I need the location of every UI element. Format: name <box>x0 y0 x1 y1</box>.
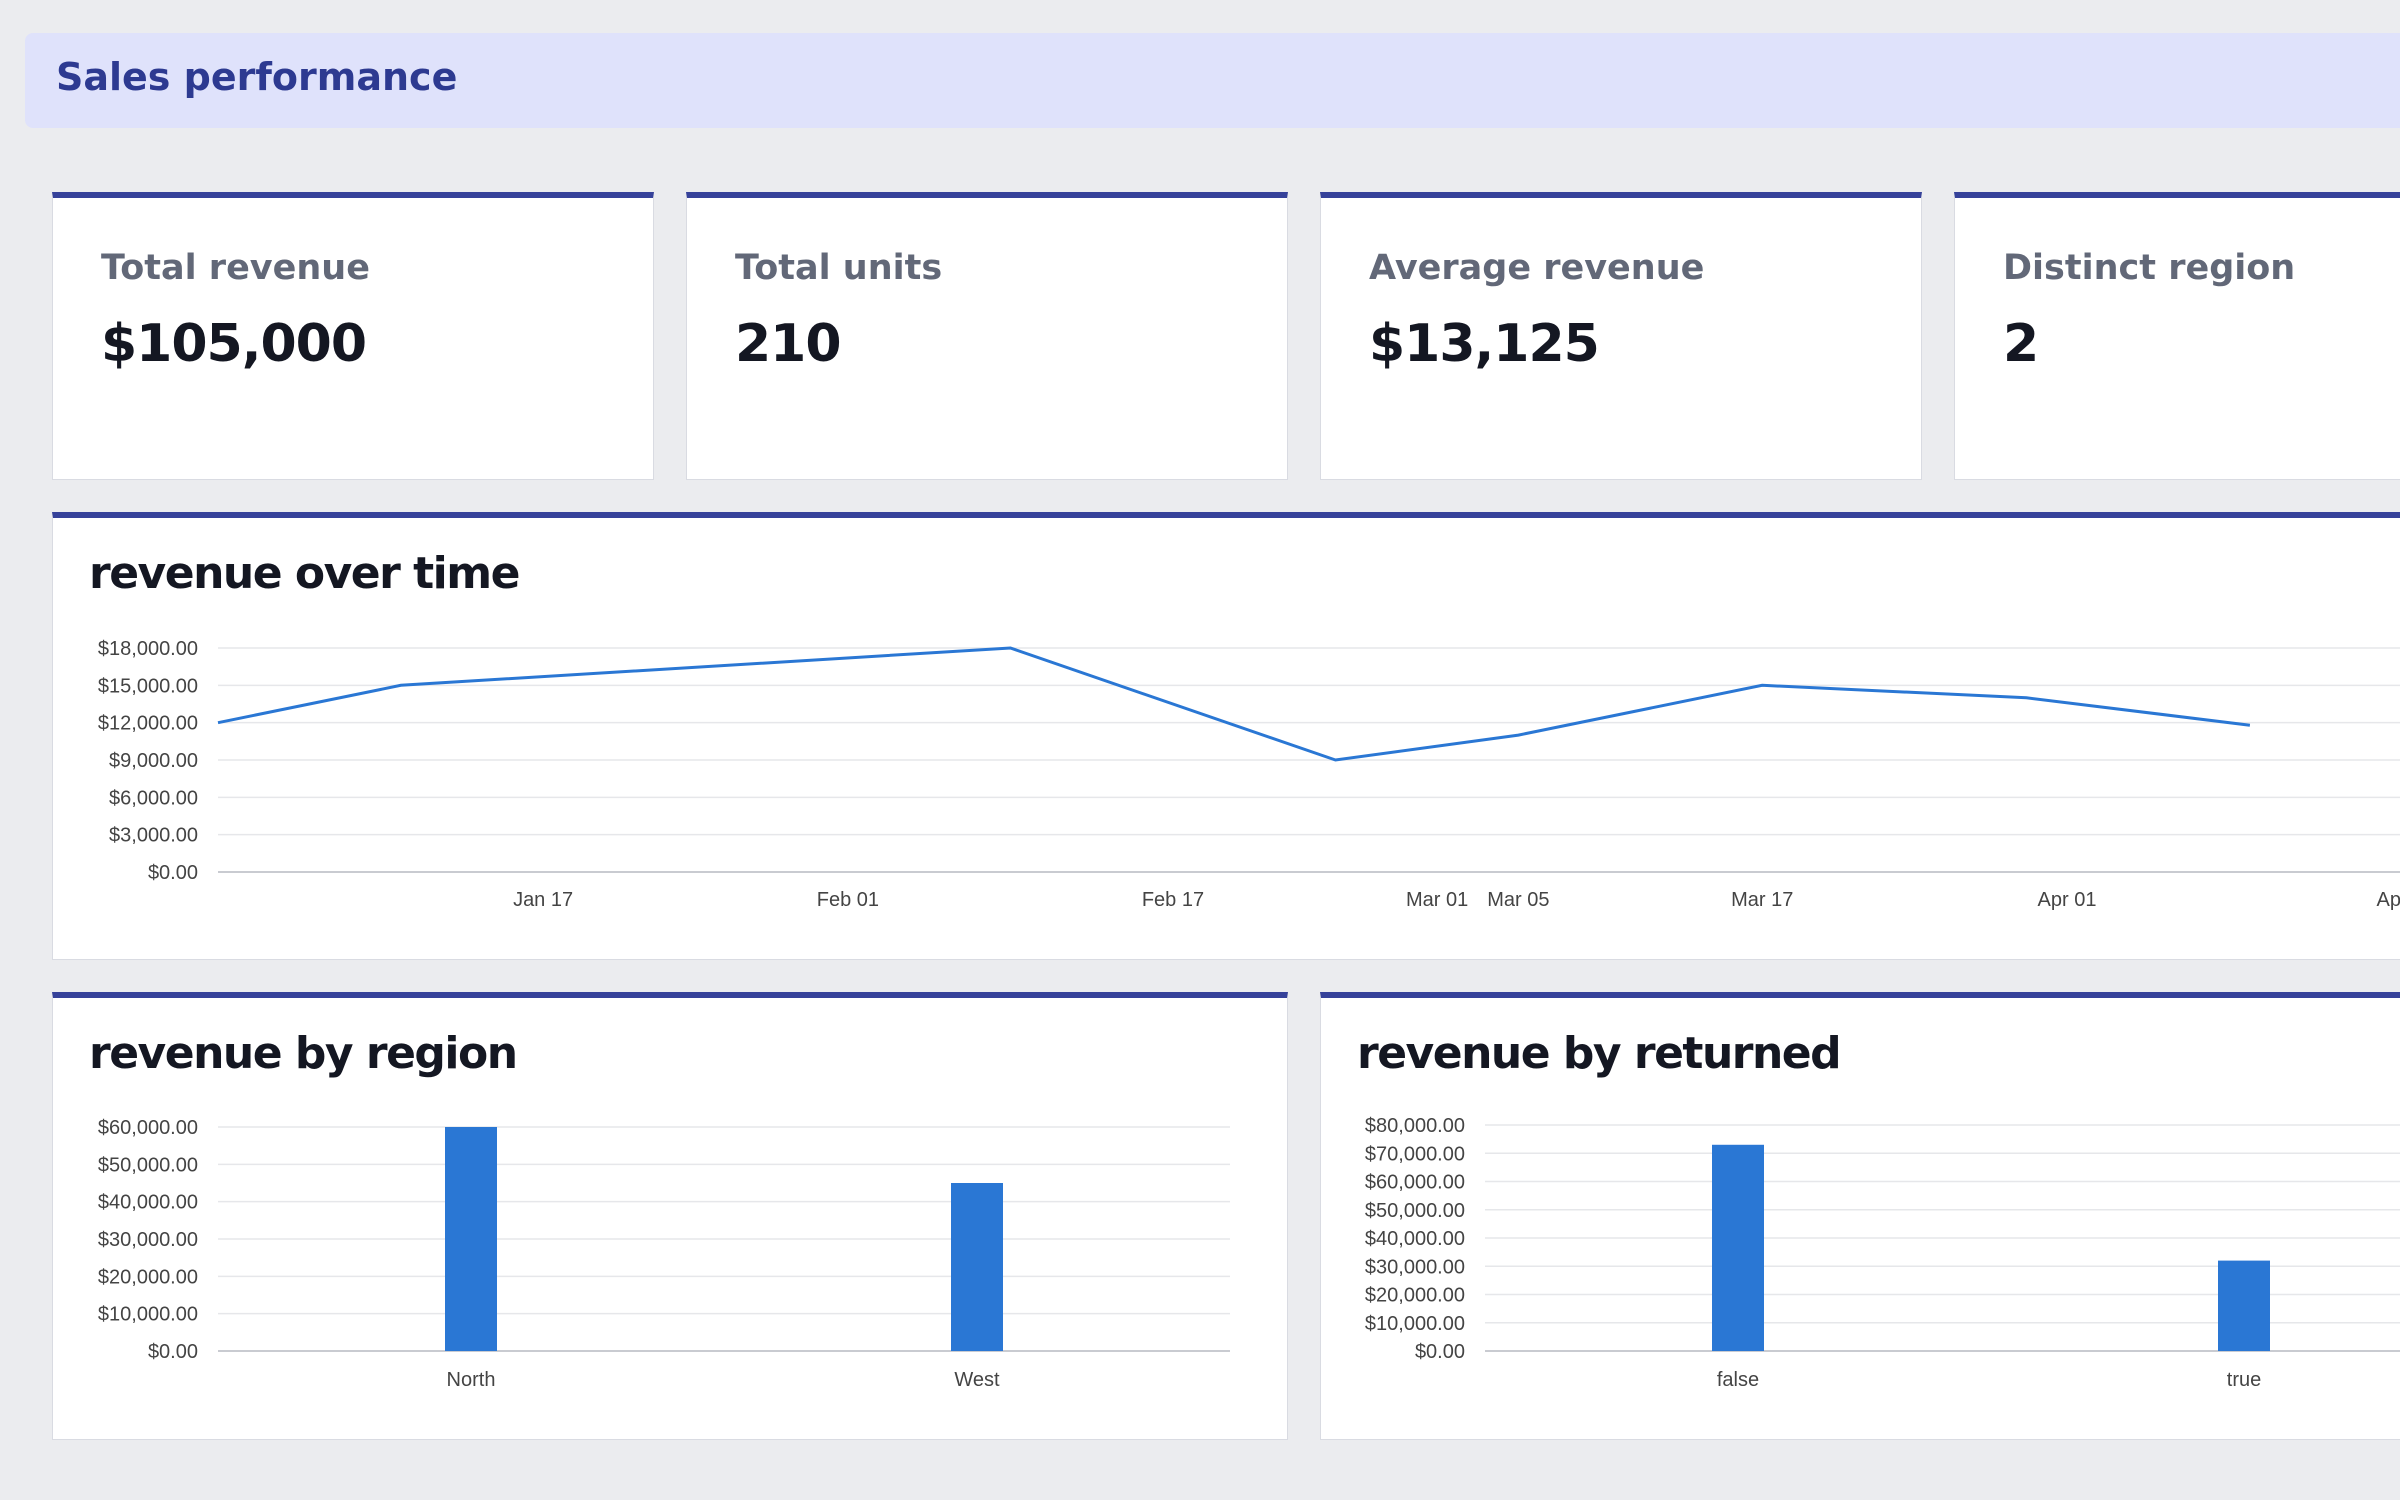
y-tick-label: $80,000.00 <box>1365 1115 1465 1137</box>
y-tick-label: $70,000.00 <box>1365 1143 1465 1165</box>
x-tick-label: false <box>1717 1369 1759 1391</box>
y-tick-label: $20,000.00 <box>98 1266 198 1288</box>
region-bar-North <box>445 1127 497 1351</box>
returned-bar-false <box>1712 1144 1764 1351</box>
kpi-value: 210 <box>735 314 842 374</box>
kpi-card-total-units: Total units 210 <box>686 192 1288 480</box>
x-tick-label: Mar 01 <box>1406 889 1468 911</box>
x-tick-label: West <box>954 1369 1000 1391</box>
kpi-value: $105,000 <box>101 314 367 374</box>
region-bar-West <box>951 1183 1003 1351</box>
revenue-line <box>217 646 2251 762</box>
y-tick-label: $30,000.00 <box>1365 1256 1465 1278</box>
x-tick-label: Feb 01 <box>817 889 879 911</box>
kpi-value: 2 <box>2003 314 2039 374</box>
kpi-card-distinct-region: Distinct region 2 <box>1954 192 2400 480</box>
chart-title: revenue over time <box>89 548 520 599</box>
page-title: Sales performance <box>56 55 458 99</box>
kpi-card-total-revenue: Total revenue $105,000 <box>52 192 654 480</box>
y-tick-label: $10,000.00 <box>1365 1313 1465 1335</box>
y-tick-label: $9,000.00 <box>109 750 198 772</box>
chart-card-revenue-by-returned: revenue by returned <box>1320 992 2400 1440</box>
x-tick-label: Jan 17 <box>513 889 573 911</box>
y-tick-label: $40,000.00 <box>1365 1228 1465 1250</box>
x-tick-label: North <box>447 1369 496 1391</box>
y-tick-label: $20,000.00 <box>1365 1285 1465 1307</box>
y-tick-label: $10,000.00 <box>98 1304 198 1326</box>
kpi-label: Total units <box>735 248 943 288</box>
y-tick-label: $50,000.00 <box>98 1154 198 1176</box>
chart-title: revenue by returned <box>1357 1028 1842 1079</box>
y-tick-label: $6,000.00 <box>109 787 198 809</box>
kpi-card-average-revenue: Average revenue $13,125 <box>1320 192 1922 480</box>
y-tick-label: $60,000.00 <box>98 1117 198 1139</box>
x-tick-label: Apr <box>2377 889 2400 911</box>
returned-bar-true <box>2218 1260 2270 1351</box>
kpi-label: Total revenue <box>101 248 370 288</box>
x-tick-label: Mar 05 <box>1487 889 1549 911</box>
kpi-label: Average revenue <box>1369 248 1705 288</box>
x-tick-label: true <box>2227 1369 2261 1391</box>
y-tick-label: $3,000.00 <box>109 825 198 847</box>
kpi-label: Distinct region <box>2003 248 2296 288</box>
y-tick-label: $0.00 <box>148 862 198 884</box>
chart-card-revenue-by-region: revenue by region <box>52 992 1288 1440</box>
y-tick-label: $60,000.00 <box>1365 1172 1465 1194</box>
y-tick-label: $30,000.00 <box>98 1229 198 1251</box>
y-tick-label: $12,000.00 <box>98 713 198 735</box>
chart-card-revenue-over-time: revenue over time <box>52 512 2400 960</box>
y-tick-label: $40,000.00 <box>98 1192 198 1214</box>
x-tick-label: Feb 17 <box>1142 889 1204 911</box>
page-header: Sales performance <box>25 33 2400 128</box>
y-tick-label: $0.00 <box>1415 1341 1465 1363</box>
y-tick-label: $15,000.00 <box>98 675 198 697</box>
x-tick-label: Apr 01 <box>2038 889 2097 911</box>
y-tick-label: $0.00 <box>148 1341 198 1363</box>
chart-title: revenue by region <box>89 1028 518 1079</box>
kpi-value: $13,125 <box>1369 314 1600 374</box>
y-tick-label: $50,000.00 <box>1365 1200 1465 1222</box>
x-tick-label: Mar 17 <box>1731 889 1793 911</box>
y-tick-label: $18,000.00 <box>98 638 198 660</box>
